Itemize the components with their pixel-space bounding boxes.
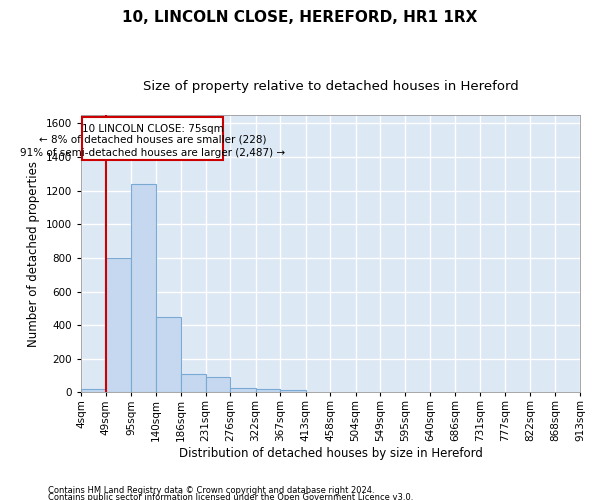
Text: Contains HM Land Registry data © Crown copyright and database right 2024.: Contains HM Land Registry data © Crown c… bbox=[48, 486, 374, 495]
Bar bbox=[82, 116, 223, 160]
Bar bbox=[131, 184, 156, 392]
Title: Size of property relative to detached houses in Hereford: Size of property relative to detached ho… bbox=[143, 80, 518, 93]
Bar bbox=[230, 388, 256, 392]
Bar bbox=[280, 390, 305, 392]
Bar bbox=[181, 374, 206, 392]
Text: 91% of semi-detached houses are larger (2,487) →: 91% of semi-detached houses are larger (… bbox=[20, 148, 285, 158]
Bar bbox=[106, 258, 131, 392]
Text: ← 8% of detached houses are smaller (228): ← 8% of detached houses are smaller (228… bbox=[38, 134, 266, 144]
Text: 10 LINCOLN CLOSE: 75sqm: 10 LINCOLN CLOSE: 75sqm bbox=[82, 124, 223, 134]
Bar bbox=[81, 389, 106, 392]
Y-axis label: Number of detached properties: Number of detached properties bbox=[27, 160, 40, 346]
X-axis label: Distribution of detached houses by size in Hereford: Distribution of detached houses by size … bbox=[179, 447, 482, 460]
Bar bbox=[156, 316, 181, 392]
Bar bbox=[256, 390, 280, 392]
Text: Contains public sector information licensed under the Open Government Licence v3: Contains public sector information licen… bbox=[48, 494, 413, 500]
Bar bbox=[206, 377, 230, 392]
Text: 10, LINCOLN CLOSE, HEREFORD, HR1 1RX: 10, LINCOLN CLOSE, HEREFORD, HR1 1RX bbox=[122, 10, 478, 25]
